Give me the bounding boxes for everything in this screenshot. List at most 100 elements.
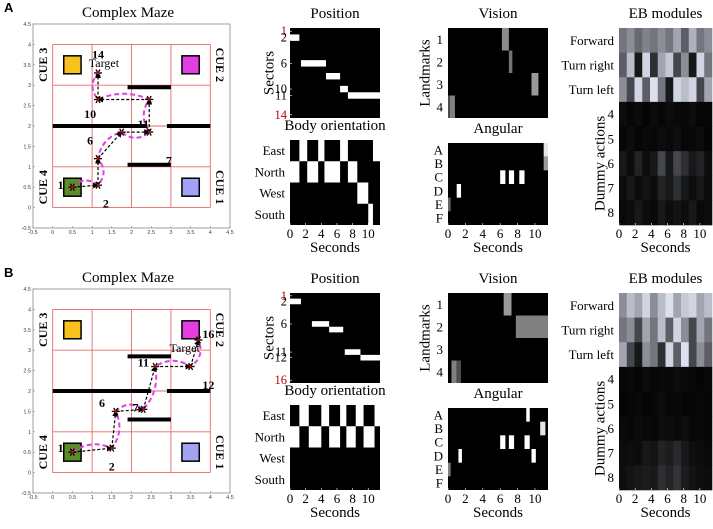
row-label: 5 (608, 396, 615, 411)
heat-cell (307, 161, 319, 183)
row-label: A (434, 407, 444, 422)
panel-label: B (4, 265, 13, 280)
heat-cell (688, 28, 697, 53)
heat-cell (681, 175, 690, 201)
cue-label: CUE 4 (36, 170, 50, 204)
heat-cell (688, 317, 697, 343)
heatmap-bg (448, 28, 548, 118)
cue-label: CUE 2 (213, 48, 227, 82)
heat-cell (360, 354, 380, 361)
heat-cell (681, 293, 690, 318)
heatmap-title: EB modules (629, 6, 703, 22)
heat-cell (543, 143, 548, 157)
heat-cell (665, 175, 674, 201)
heat-cell (372, 140, 380, 162)
row-label: 7 (608, 181, 615, 196)
cue-square (62, 320, 82, 340)
heat-cell (634, 293, 643, 318)
row-label: 8 (608, 470, 615, 485)
row-label: West (259, 186, 285, 201)
x-tick-label: 10 (693, 226, 706, 241)
x-tick-label: 2 (632, 226, 639, 241)
y-tick-label: 2 (281, 294, 287, 308)
row-label: 3 (437, 77, 444, 92)
y-tick-label: 11 (275, 345, 287, 359)
heat-cell (642, 126, 651, 152)
node-label: 6 (87, 133, 93, 147)
heat-cell (696, 465, 705, 491)
heat-cell (449, 95, 455, 118)
heat-cell (634, 416, 643, 442)
waypoint-dot (189, 365, 192, 368)
heat-cell (681, 465, 690, 491)
x-tick-label: 3.5 (187, 495, 195, 501)
heat-cell (696, 342, 705, 368)
heatmap-title: Position (310, 6, 360, 22)
heat-cell (458, 449, 462, 463)
row-label: A (434, 142, 444, 157)
x-tick-label: 6 (664, 491, 671, 506)
heat-cell (650, 317, 659, 343)
heat-cell (456, 360, 462, 383)
heat-cell (688, 175, 697, 201)
heat-cell (657, 342, 666, 368)
y-axis-label: Dummy actions (592, 116, 608, 212)
x-tick-label: 0 (445, 226, 452, 241)
row-label: B (434, 421, 443, 436)
node-label: 6 (99, 396, 105, 410)
waypoint-dot (96, 98, 100, 101)
heat-cell (688, 77, 697, 103)
row-label: 2 (437, 319, 444, 334)
y-tick-label: 16 (275, 373, 288, 387)
heat-cell (681, 366, 690, 392)
y-tick-label: 1 (28, 165, 31, 171)
x-tick-label: 6 (334, 226, 341, 241)
row-label: C (434, 170, 443, 185)
x-tick-label: 8 (349, 226, 356, 241)
row-label: Turn right (561, 57, 614, 72)
heat-cell (642, 391, 651, 417)
heat-cell (657, 28, 666, 53)
step-arrow (72, 182, 100, 189)
heat-cell (308, 426, 322, 448)
heat-cell (704, 101, 713, 127)
y-tick-label: 12 (275, 351, 288, 365)
x-axis-label: Seconds (310, 505, 360, 521)
heat-cell (626, 28, 635, 53)
heat-cell (650, 101, 659, 127)
x-tick-label: 1.5 (108, 230, 116, 236)
heat-cell (665, 126, 674, 152)
row-label: Forward (570, 298, 615, 313)
heatmap-title: Angular (473, 121, 522, 137)
row-label: F (436, 476, 443, 491)
heat-cell (696, 416, 705, 442)
heat-cell (347, 161, 358, 183)
heat-cell (503, 293, 512, 316)
x-tick-label: 4 (480, 491, 487, 506)
heat-cell (634, 391, 643, 417)
y-tick-label: 6 (281, 317, 287, 331)
heat-cell (634, 175, 643, 201)
maze-title: Complex Maze (82, 270, 174, 286)
waypoint-dot (147, 98, 151, 101)
x-tick-label: 2 (462, 491, 469, 506)
row-label: 6 (608, 421, 615, 436)
heat-cell (665, 366, 674, 392)
row-label: South (255, 472, 286, 487)
y-tick-label: 11 (275, 89, 287, 103)
waypoint-dot (120, 130, 123, 134)
row-label: Turn left (569, 82, 615, 97)
heat-cell (696, 200, 705, 226)
heat-cell (500, 435, 506, 449)
cue-label: CUE 1 (213, 435, 227, 469)
row-label: 3 (437, 342, 444, 357)
heat-cell (311, 321, 330, 327)
heat-cell (634, 126, 643, 152)
heatmap-title: Vision (478, 271, 518, 287)
heat-cell (634, 317, 643, 343)
heat-cell (657, 126, 666, 152)
x-axis-label: Seconds (473, 240, 523, 256)
cue-square (181, 442, 201, 462)
heat-cell (357, 182, 369, 204)
y-tick-label: -0.5 (22, 491, 31, 497)
